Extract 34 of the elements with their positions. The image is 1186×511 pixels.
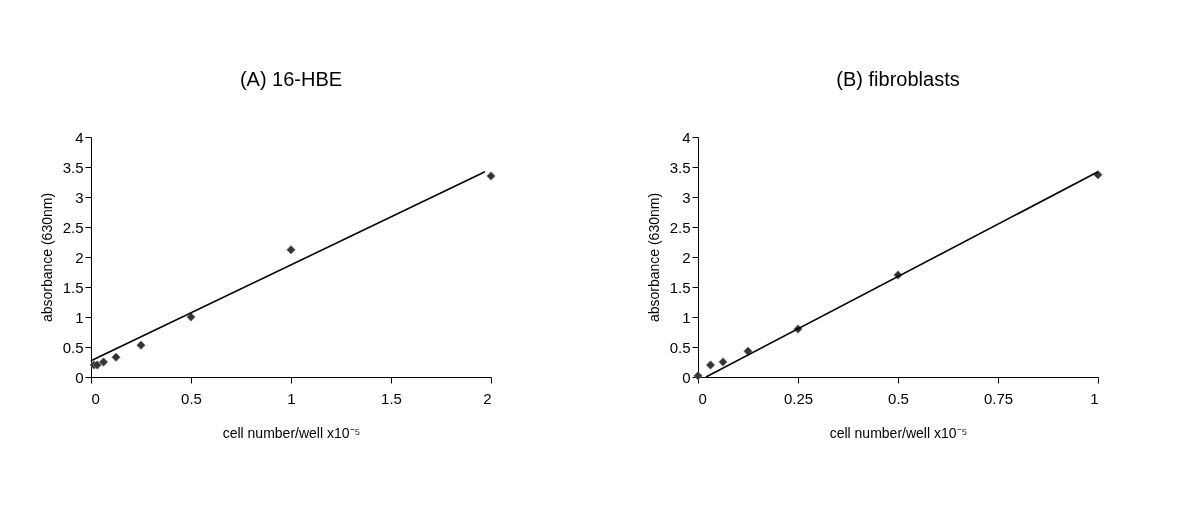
x-tick-label: 2 <box>483 389 492 407</box>
y-tick-label: 1.5 <box>62 278 84 296</box>
y-tick-label: 2.5 <box>62 218 84 236</box>
y-tick-label: 0 <box>682 368 691 386</box>
y-tick-label: 2 <box>75 248 84 266</box>
y-tick-label: 4 <box>682 128 691 146</box>
x-axis-title: cell number/well x10⁻⁵ <box>222 424 361 441</box>
x-tick-label: 0.25 <box>783 389 814 407</box>
x-tick-label: 0.75 <box>983 389 1014 407</box>
y-tick-label: 1.5 <box>669 278 691 296</box>
y-tick-label: 0.5 <box>62 338 84 356</box>
y-tick-label: 0 <box>75 368 84 386</box>
x-tick-label: 0.5 <box>181 389 202 407</box>
x-tick-label: 0 <box>91 389 100 407</box>
x-tick-label: 0 <box>698 389 707 407</box>
x-tick-label: 1.5 <box>381 389 402 407</box>
y-tick-label: 0.5 <box>669 338 691 356</box>
y-tick-label: 2 <box>682 248 691 266</box>
y-axis-title: absorbance (630nm) <box>645 192 662 323</box>
chart-title: (B) fibroblasts <box>836 68 960 90</box>
x-axis-title: cell number/well x10⁻⁵ <box>829 424 968 441</box>
y-axis-title: absorbance (630nm) <box>38 192 55 323</box>
y-tick-label: 1 <box>682 308 691 326</box>
chart-title: (A) 16-HBE <box>239 68 343 90</box>
x-tick-label: 1 <box>287 389 296 407</box>
y-tick-label: 1 <box>75 308 84 326</box>
y-tick-label: 2.5 <box>669 218 691 236</box>
y-tick-label: 3 <box>682 188 691 206</box>
x-tick-label: 1 <box>1090 389 1099 407</box>
y-tick-label: 4 <box>75 128 84 146</box>
y-tick-label: 3.5 <box>62 158 84 176</box>
x-tick-label: 0.5 <box>888 389 909 407</box>
y-tick-label: 3 <box>75 188 84 206</box>
y-tick-label: 3.5 <box>669 158 691 176</box>
